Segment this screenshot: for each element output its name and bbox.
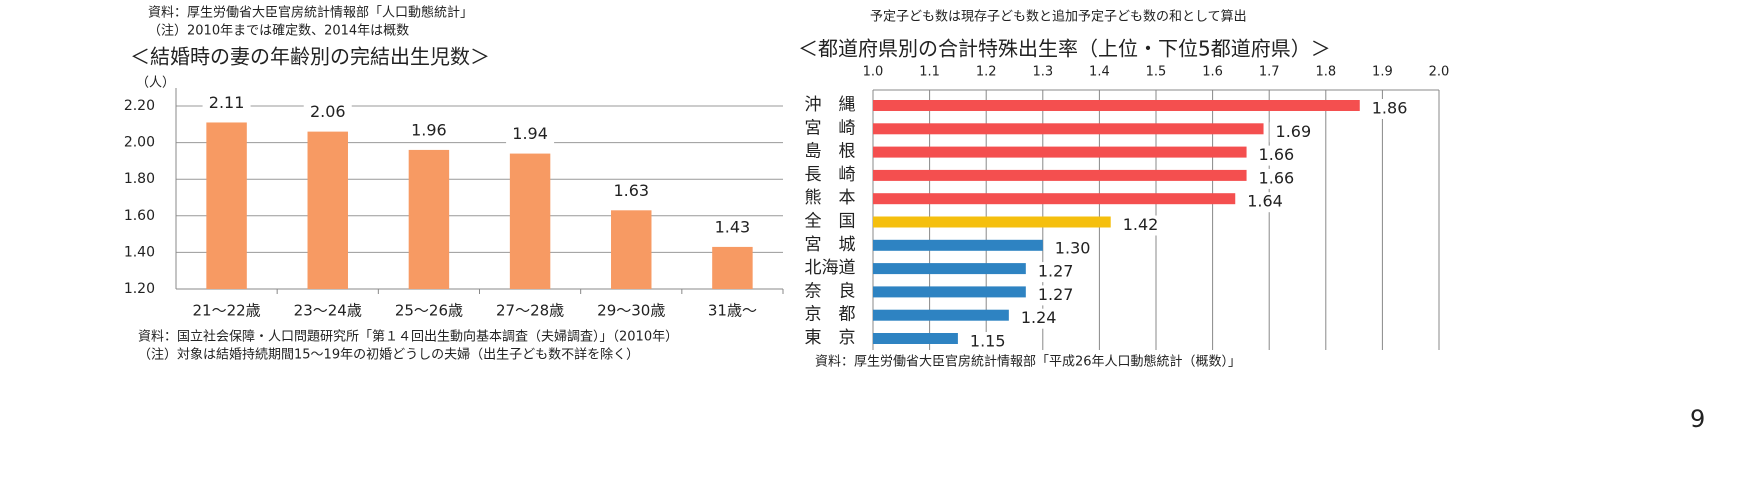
y-tick-label: 1.40: [124, 244, 155, 260]
value-label: 1.27: [1038, 262, 1074, 281]
value-label-bg: [1241, 192, 1286, 213]
value-label: 1.15: [970, 332, 1006, 351]
y-tick-label: 2.00: [124, 135, 155, 151]
value-label-bg: [506, 123, 555, 144]
x-tick-label: 29～30歳: [597, 302, 665, 320]
x-tick-label: 27～28歳: [496, 302, 564, 320]
value-label-bg: [1252, 145, 1297, 166]
value-label-bg: [1014, 308, 1059, 329]
value-label: 1.66: [1259, 168, 1295, 187]
value-label: 1.24: [1021, 308, 1057, 327]
value-label-bg: [1031, 262, 1076, 283]
value-label: 1.69: [1276, 122, 1312, 141]
value-label-bg: [1048, 238, 1093, 259]
y-tick-label: 宮 崎: [805, 118, 856, 138]
x-tick-label: 21～22歳: [192, 302, 260, 320]
value-label-bg: [963, 332, 1008, 352]
bar: [509, 153, 551, 289]
value-label: 1.64: [1247, 192, 1283, 211]
y-tick-label: 宮 城: [805, 235, 856, 255]
value-label: 1.96: [411, 120, 447, 139]
note: 予定子ども数は現存子ども数と追加予定子ども数の和として算出: [870, 9, 1247, 25]
bar: [873, 309, 1009, 321]
value-label: 1.63: [613, 181, 649, 200]
bar: [712, 246, 753, 289]
bar: [873, 333, 958, 344]
bar: [873, 193, 1236, 205]
value-label: 1.27: [1038, 285, 1074, 304]
x-tick-label: 1.9: [1372, 65, 1393, 80]
x-tick-label: 1.3: [1032, 65, 1053, 80]
bar: [408, 149, 450, 289]
bar: [873, 239, 1043, 251]
value-label-bg: [404, 119, 453, 140]
bar: [206, 122, 247, 289]
value-label: 2.11: [209, 93, 245, 112]
bar: [873, 216, 1111, 228]
y-tick-label: 沖 縄: [805, 95, 856, 115]
value-label-bg: [202, 92, 251, 113]
value-label: 1.43: [715, 217, 751, 236]
source-note: （注）対象は結婚持続期間15～19年の初婚どうしの夫婦（出生子ども数不詳を除く）: [138, 347, 639, 363]
bar: [307, 131, 348, 289]
page-number: 9: [1690, 405, 1705, 433]
value-label-bg: [303, 101, 352, 122]
value-label: 1.42: [1123, 215, 1159, 234]
source-note: 資料：厚生労働省大臣官房統計情報部「平成26年人口動態統計（概数）」: [815, 354, 1241, 370]
value-label-bg: [1365, 99, 1410, 119]
x-tick-label: 1.2: [976, 65, 997, 80]
value-label: 1.86: [1372, 99, 1408, 118]
y-tick-label: 北海道: [805, 258, 856, 278]
value-label-bg: [1031, 285, 1076, 306]
note: 資料：厚生労働省大臣官房統計情報部「人口動態統計」: [148, 5, 473, 21]
axis-title: （人）: [136, 76, 175, 91]
y-tick-label: 1.60: [124, 208, 155, 224]
x-tick-label: 1.4: [1089, 65, 1110, 80]
value-label: 2.06: [310, 102, 346, 121]
y-tick-label: 全 国: [805, 212, 856, 232]
y-tick-label: 1.80: [124, 171, 155, 187]
x-tick-label: 25～26歳: [395, 302, 463, 320]
value-label-bg: [1116, 215, 1161, 236]
y-tick-label: 京 都: [805, 305, 856, 325]
chart-title: ＜都道府県別の合計特殊出生率（上位・下位5都道府県）＞: [798, 37, 1331, 61]
y-tick-label: 島 根: [805, 142, 856, 162]
value-label-bg: [708, 216, 757, 237]
bar: [873, 100, 1360, 111]
y-tick-label: 1.20: [124, 281, 155, 297]
x-tick-label: 1.0: [863, 65, 884, 80]
value-label: 1.94: [512, 124, 548, 143]
source-note: 資料：国立社会保障・人口問題研究所「第１４回出生動向基本調査（夫婦調査）」（20…: [138, 329, 678, 345]
value-label: 1.30: [1055, 238, 1091, 257]
y-tick-label: 2.20: [124, 98, 155, 114]
x-tick-label: 1.1: [919, 65, 940, 80]
bar: [873, 123, 1264, 135]
chart-title: ＜結婚時の妻の年齢別の完結出生児数＞: [130, 45, 490, 69]
value-label-bg: [1252, 168, 1297, 189]
bar: [611, 210, 652, 289]
y-tick-label: 東 京: [805, 328, 856, 348]
x-tick-label: 31歳～: [708, 302, 757, 320]
bar: [873, 286, 1026, 298]
x-tick-label: 1.5: [1146, 65, 1167, 80]
y-tick-label: 長 崎: [805, 165, 856, 185]
bar: [873, 169, 1247, 181]
note: （注）2010年までは確定数、2014年は概数: [148, 23, 409, 39]
bar: [873, 263, 1026, 275]
value-label: 1.66: [1259, 145, 1295, 164]
x-tick-label: 1.7: [1259, 65, 1280, 80]
value-label-bg: [1269, 122, 1314, 143]
x-tick-label: 1.8: [1315, 65, 1336, 80]
y-tick-label: 熊 本: [805, 188, 856, 208]
y-tick-label: 奈 良: [805, 281, 856, 301]
value-label-bg: [607, 180, 656, 201]
x-tick-label: 2.0: [1429, 65, 1450, 80]
x-tick-label: 23～24歳: [294, 302, 362, 320]
bar: [873, 146, 1247, 158]
x-tick-label: 1.6: [1202, 65, 1223, 80]
